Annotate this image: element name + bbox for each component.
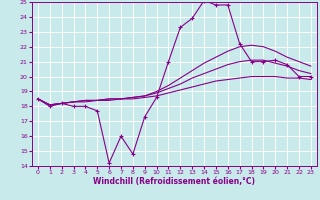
X-axis label: Windchill (Refroidissement éolien,°C): Windchill (Refroidissement éolien,°C): [93, 177, 255, 186]
